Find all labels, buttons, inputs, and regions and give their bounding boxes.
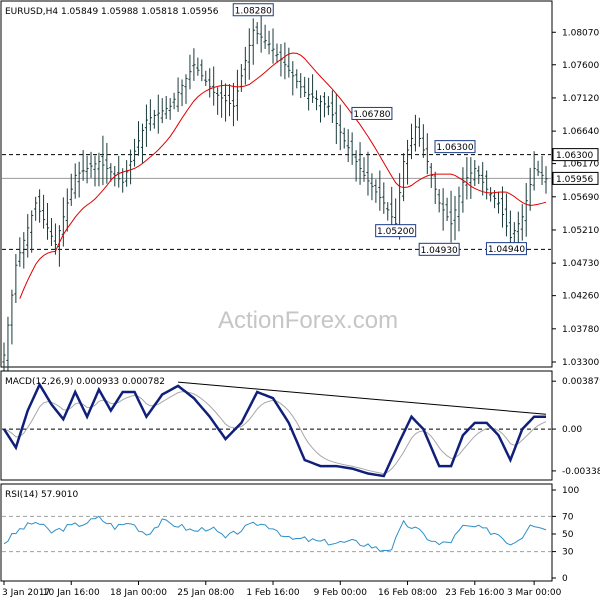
x-tick-label: 16 Feb 08:00 [378,588,437,598]
price-right-labels: 1.06300 1.05956 [552,148,599,185]
price-y-tick-label: 1.07120 [562,94,599,104]
price-y-tick-label: 1.06640 [562,127,599,137]
price-candles [2,12,548,376]
price-annotation-label: 1.04930 [421,246,458,256]
x-tick-label: 18 Jan 00:00 [110,588,167,598]
macd-lines [2,381,547,478]
x-tick-label: 10 Jan 16:00 [43,588,100,598]
rsi-panel: RSI(14) 57.9010 100 70 50 30 0 [0,483,579,584]
rsi-y-tick-label: 30 [562,548,574,558]
rsi-panel-frame [0,483,553,582]
x-tick-label: 3 Mar 00:00 [507,588,562,598]
macd-title: MACD(12,26,9) 0.000933 0.000782 [5,377,165,387]
rsi-y-tick-label: 0 [562,574,568,584]
price-panel: EURUSD,H4 1.05849 1.05988 1.05818 1.0595… [0,0,599,376]
price-y-tick-label: 1.05690 [562,193,599,203]
price-y-tick-label: 1.03780 [562,325,599,335]
x-tick-label: 1 Feb 16:00 [246,588,300,598]
rsi-y-axis: 100 70 50 30 0 [552,486,579,584]
price-y-tick-label: 1.08070 [562,28,599,38]
rsi-y-tick-label: 70 [562,512,574,522]
price-annotation-label: 1.08280 [235,6,272,16]
price-y-tick-label: 1.04260 [562,292,599,302]
price-y-axis: 1.08070 1.07600 1.07120 1.06640 1.06170 1.056… [552,28,599,368]
macd-trendline [178,381,547,415]
price-y-tick-label: 1.06170 [562,160,599,170]
macd-y-axis: 0.003879 0.00 -0.003387 [552,377,600,477]
watermark: ActionForex.com [218,307,398,334]
price-y-tick-label: 1.04730 [562,259,599,269]
price-annotation-box [232,3,274,17]
price-annotation-label: 1.06780 [353,110,390,120]
price-annotation-label: 1.06300 [436,143,473,153]
rsi-levels [2,515,551,553]
price-right-label-box [552,171,599,185]
price-annotation-box [485,242,527,256]
price-sma-line [19,52,547,299]
x-tick-label: 25 Jan 08:00 [177,588,234,598]
rsi-y-tick-label: 100 [562,486,579,496]
x-tick-label: 9 Feb 00:00 [314,588,368,598]
price-right-label: 1.06300 [556,151,593,161]
rsi-title: RSI(14) 57.9010 [5,490,78,500]
price-moving-average [19,52,547,299]
rsi-main-line [3,515,547,552]
price-y-tick-label: 1.07600 [562,61,599,71]
macd-panel: MACD(12,26,9) 0.000933 0.000782 0.003879… [0,370,600,481]
price-annotation-label: 1.04940 [488,245,525,255]
price-annotation-label: 1.05200 [377,227,414,237]
price-right-label: 1.05956 [556,175,593,185]
price-right-label-box [552,148,599,162]
macd-main-line [2,381,546,478]
macd-y-tick-label: 0.00 [562,425,582,435]
price-title: EURUSD,H4 1.05849 1.05988 1.05818 1.0595… [5,7,219,17]
price-y-tick-label: 1.05210 [562,226,599,236]
macd-y-tick-label: 0.003879 [562,377,600,387]
x-tick-label: 3 Jan 2017 [2,588,50,598]
rsi-line [3,515,547,552]
price-annotation-box [351,106,393,120]
price-annotation-box [418,242,460,256]
rsi-y-tick-label: 50 [562,530,574,540]
macd-panel-frame [0,370,553,481]
macd-y-tick-label: -0.003387 [562,467,600,477]
price-annotation-box [434,140,476,154]
x-tick-label: 23 Feb 16:00 [445,588,504,598]
price-annotations: 1.08280 1.06780 1.05200 1.06300 1.04930 1.049… [232,3,527,256]
price-annotation-box [375,224,417,238]
price-y-tick-label: 1.03300 [562,358,599,368]
